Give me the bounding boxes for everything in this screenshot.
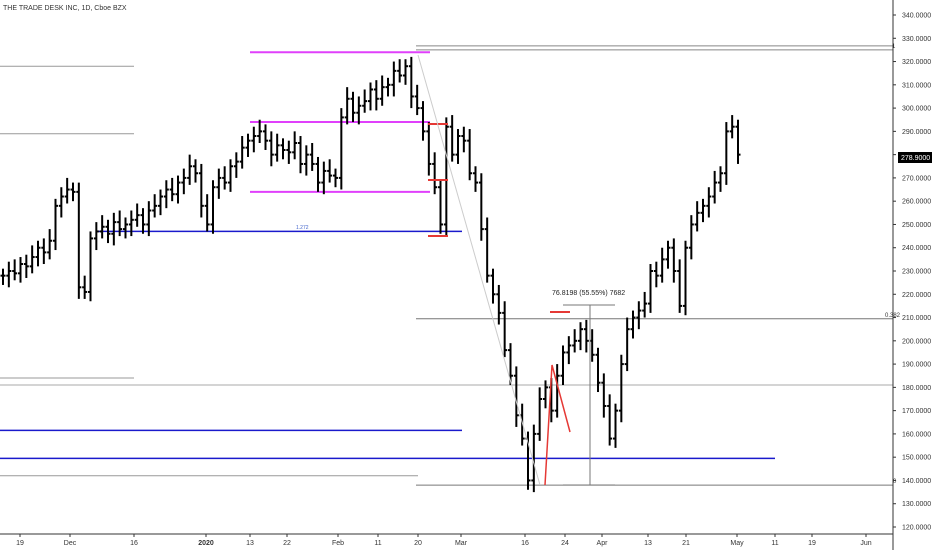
price-tick-label: 240.0000 bbox=[902, 245, 931, 252]
price-tick-label: 140.0000 bbox=[902, 478, 931, 485]
price-tag: 278.9000 bbox=[901, 155, 930, 162]
price-tick-label: 170.0000 bbox=[902, 408, 931, 415]
price-tick-label: 220.0000 bbox=[902, 292, 931, 299]
price-tick-label: 320.0000 bbox=[902, 59, 931, 66]
price-tick-label: 190.0000 bbox=[902, 362, 931, 369]
time-tick-label: 19 bbox=[16, 540, 24, 547]
price-tick-label: 210.0000 bbox=[902, 315, 931, 322]
time-tick-label: 22 bbox=[283, 540, 291, 547]
chart-title: THE TRADE DESK INC, 1D, Cboe BZX bbox=[3, 5, 127, 12]
fib-label-mid: 0.382 bbox=[885, 313, 901, 319]
time-tick-label: Apr bbox=[597, 540, 609, 547]
price-tick-label: 150.0000 bbox=[902, 455, 931, 462]
price-tick-label: 230.0000 bbox=[902, 269, 931, 276]
time-tick-label: 16 bbox=[130, 540, 138, 547]
price-tick-label: 260.0000 bbox=[902, 199, 931, 206]
price-tick-label: 130.0000 bbox=[902, 501, 931, 508]
price-tick-label: 160.0000 bbox=[902, 431, 931, 438]
time-tick-label: 13 bbox=[644, 540, 652, 547]
time-tick-label: Jun bbox=[860, 540, 871, 547]
time-tick-label: Dec bbox=[64, 540, 77, 547]
price-tag-bg bbox=[898, 152, 932, 163]
price-tick-label: 310.0000 bbox=[902, 82, 931, 89]
fib-label-bottom: 0 bbox=[893, 479, 897, 485]
price-tick-label: 270.0000 bbox=[902, 175, 931, 182]
time-tick-label: 2020 bbox=[198, 540, 214, 547]
time-tick-label: 11 bbox=[771, 540, 778, 547]
price-tick-label: 120.0000 bbox=[902, 525, 931, 532]
price-tick-label: 250.0000 bbox=[902, 222, 931, 229]
price-tick-label: 180.0000 bbox=[902, 385, 931, 392]
time-tick-label: Mar bbox=[455, 540, 468, 547]
time-tick-label: Feb bbox=[332, 540, 344, 547]
time-tick-label: 16 bbox=[521, 540, 529, 547]
time-tick-label: 19 bbox=[808, 540, 816, 547]
red-trend-lines bbox=[544, 364, 571, 486]
price-tick-label: 340.0000 bbox=[902, 13, 931, 20]
time-tick-label: May bbox=[730, 540, 744, 547]
fib-label-top: 1 bbox=[892, 44, 896, 50]
price-tick-label: 330.0000 bbox=[902, 36, 931, 43]
time-tick-label: 21 bbox=[682, 540, 690, 547]
time-tick-label: 11 bbox=[374, 540, 381, 547]
time-tick-label: 20 bbox=[414, 540, 422, 547]
price-tick-label: 300.0000 bbox=[902, 106, 931, 113]
trend-line bbox=[417, 54, 541, 486]
measure-label: 76.8198 (55.55%) 7682 bbox=[552, 290, 625, 297]
time-tick-label: 24 bbox=[561, 540, 569, 547]
price-tick-label: 200.0000 bbox=[902, 338, 931, 345]
time-tick-label: 13 bbox=[246, 540, 254, 547]
price-tick-label: 290.0000 bbox=[902, 129, 931, 136]
small-fib-label: 1.272 bbox=[296, 225, 309, 231]
